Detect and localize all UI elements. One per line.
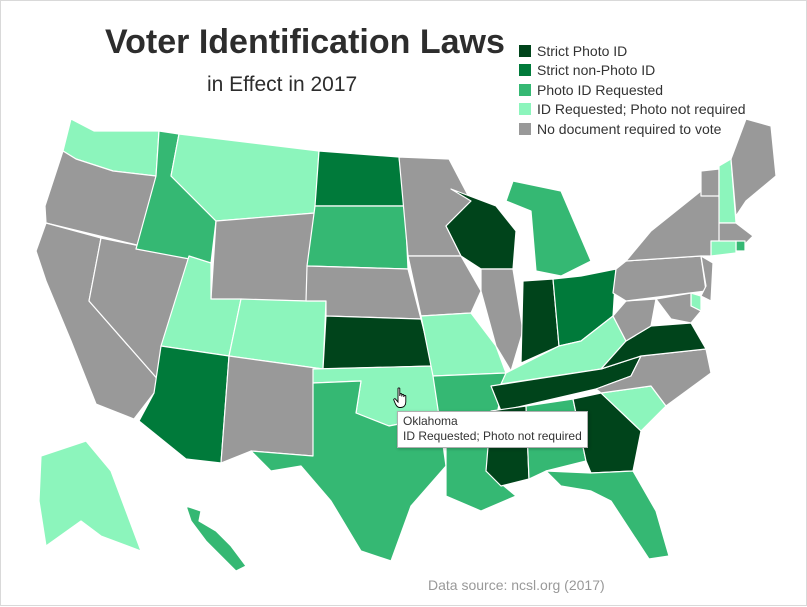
legend-item-no-document-required: No document required to vote — [519, 119, 746, 139]
state-new-york[interactable] — [625, 190, 722, 262]
chart-subtitle: in Effect in 2017 — [207, 73, 358, 96]
state-maine[interactable] — [730, 118, 777, 217]
legend-item-id-requested-photo-not-required: ID Requested; Photo not required — [519, 100, 746, 120]
state-alaska[interactable] — [38, 440, 142, 552]
legend-item-photo-id-requested: Photo ID Requested — [519, 80, 746, 100]
legend-swatch — [519, 64, 531, 77]
legend-swatch — [519, 83, 531, 96]
state-kansas[interactable] — [322, 315, 434, 370]
legend-swatch — [519, 103, 531, 116]
state-connecticut[interactable] — [710, 240, 737, 257]
state-new-mexico[interactable] — [220, 355, 324, 464]
legend-item-strict-non-photo-id: Strict non-Photo ID — [519, 61, 746, 81]
state-west-virginia[interactable] — [612, 298, 657, 342]
state-vermont[interactable] — [700, 168, 720, 197]
legend-label: Photo ID Requested — [537, 81, 664, 98]
state-new-jersey[interactable] — [700, 255, 714, 302]
legend-label: No document required to vote — [537, 120, 722, 137]
hand-pointer-icon — [393, 387, 407, 408]
state-hawaii[interactable] — [185, 505, 247, 572]
data-source-note: Data source: ncsl.org (2017) — [428, 577, 605, 593]
legend-label: ID Requested; Photo not required — [537, 101, 746, 118]
state-michigan[interactable] — [505, 180, 592, 277]
legend-swatch — [519, 44, 531, 57]
state-wyoming[interactable] — [210, 212, 316, 302]
state-florida[interactable] — [545, 470, 670, 560]
state-north-carolina[interactable] — [595, 348, 712, 407]
tooltip-state-name: Oklahoma — [403, 414, 458, 428]
legend-label: Strict Photo ID — [537, 42, 628, 59]
legend: Strict Photo ID Strict non-Photo ID Phot… — [519, 41, 746, 139]
state-rhode-island[interactable] — [735, 240, 746, 252]
tooltip-category: ID Requested; Photo not required — [403, 429, 582, 443]
legend-swatch — [519, 122, 531, 135]
legend-item-strict-photo-id: Strict Photo ID — [519, 41, 746, 61]
state-tooltip: Oklahoma ID Requested; Photo not require… — [397, 411, 588, 448]
state-massachusetts[interactable] — [718, 222, 754, 247]
state-missouri[interactable] — [420, 312, 507, 377]
state-maryland[interactable] — [655, 292, 702, 324]
chart-title: Voter Identification Laws — [105, 23, 505, 61]
state-north-dakota[interactable] — [314, 150, 406, 207]
state-south-dakota[interactable] — [306, 205, 409, 270]
state-iowa[interactable] — [407, 255, 482, 317]
legend-label: Strict non-Photo ID — [537, 62, 656, 79]
